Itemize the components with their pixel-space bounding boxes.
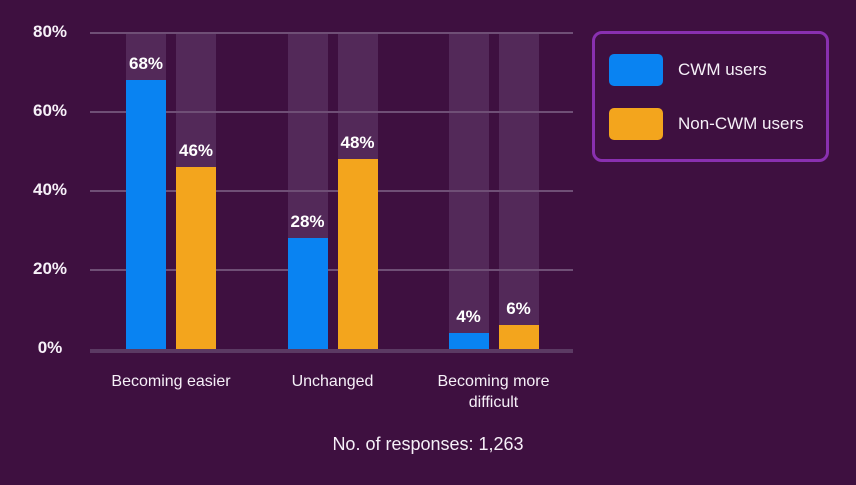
x-category-label: Becoming easier: [111, 373, 231, 390]
x-axis-baseline: [90, 349, 573, 353]
gridline-80%: [90, 32, 573, 34]
bar-value-label: 28%: [290, 212, 325, 232]
legend-item: Non-CWM users: [609, 107, 826, 140]
x-category-label: Becoming more difficult: [437, 373, 550, 411]
bar-non-cwm-users: [176, 167, 216, 349]
bar-value-label: 6%: [506, 299, 531, 319]
legend-label: Non-CWM users: [678, 113, 804, 133]
y-tick-label: 80%: [32, 22, 68, 41]
legend-label: CWM users: [678, 59, 767, 79]
gridline-20%: [90, 269, 573, 271]
y-tick-label: 60%: [32, 101, 68, 120]
gridline-40%: [90, 190, 573, 192]
gridline-60%: [90, 111, 573, 113]
y-tick-label: 0%: [37, 338, 63, 357]
legend: CWM users Non-CWM users: [592, 31, 829, 162]
responses-note: No. of responses: 1,263: [332, 434, 524, 454]
y-tick-label: 20%: [32, 259, 68, 278]
bar-cwm-users: [287, 238, 328, 349]
x-category-label: Unchanged: [291, 373, 374, 390]
bar-value-label: 48%: [340, 133, 375, 153]
y-tick-label: 40%: [32, 180, 68, 199]
bar-value-label: 46%: [178, 141, 214, 161]
legend-swatch-icon: [609, 53, 663, 86]
bar-non-cwm-users: [337, 159, 378, 349]
bar-cwm-users: [126, 80, 166, 349]
legend-swatch-icon: [609, 107, 663, 140]
bar-non-cwm-users: [498, 325, 539, 349]
bar-value-label: 68%: [128, 54, 164, 74]
legend-item: CWM users: [609, 53, 826, 86]
bar-value-label: 4%: [456, 307, 481, 327]
bar-cwm-users: [448, 333, 489, 349]
